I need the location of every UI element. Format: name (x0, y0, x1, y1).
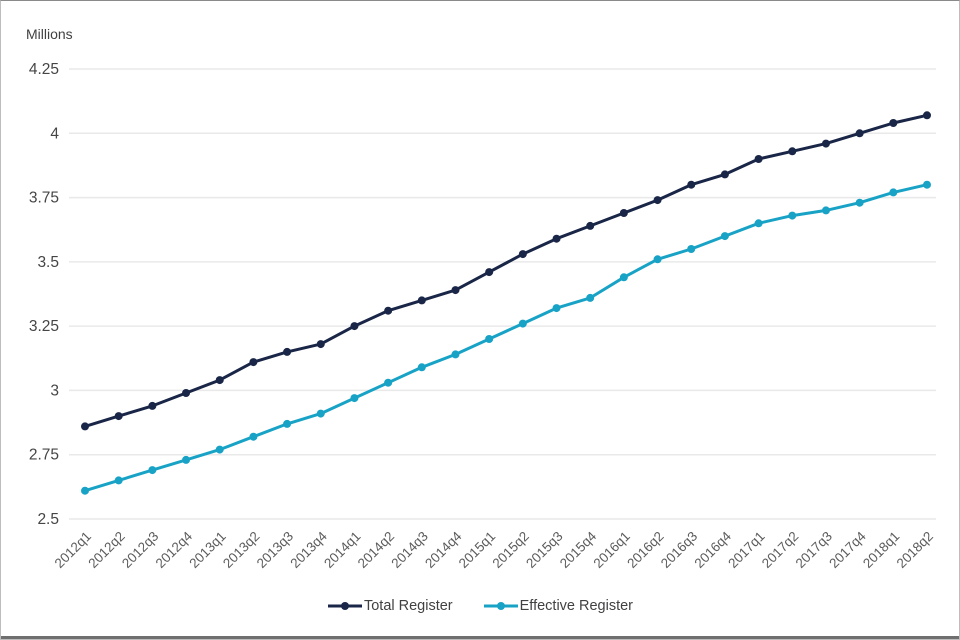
data-point-total-register-2018q2 (923, 111, 931, 120)
x-tick-label: 2016q1 (591, 529, 633, 571)
chart-legend: Total Register Effective Register (1, 598, 959, 614)
x-tick-label: 2014q1 (321, 529, 363, 571)
data-point-effective-register-2015q3 (552, 304, 561, 313)
data-point-effective-register-2015q4 (586, 293, 595, 302)
data-point-total-register-2017q3 (821, 139, 830, 148)
y-tick-label: 4 (50, 125, 59, 142)
data-point-effective-register-2013q3 (283, 419, 292, 428)
data-point-total-register-2012q1 (81, 422, 89, 431)
y-tick-label: 3 (50, 382, 59, 399)
data-point-effective-register-2016q2 (653, 255, 662, 264)
data-point-total-register-2012q2 (114, 412, 123, 421)
x-tick-label: 2012q3 (119, 529, 161, 571)
legend-label-effective-register: Effective Register (519, 598, 634, 614)
data-point-total-register-2014q1 (350, 322, 359, 331)
data-point-effective-register-2018q2 (923, 180, 931, 189)
x-tick-label: 2016q4 (692, 528, 735, 571)
data-point-total-register-2016q2 (653, 196, 662, 205)
data-point-effective-register-2013q1 (215, 445, 224, 454)
data-point-effective-register-2013q4 (316, 409, 325, 418)
x-tick-label: 2014q2 (355, 529, 397, 571)
x-tick-label: 2014q4 (422, 528, 465, 571)
data-point-total-register-2015q4 (586, 221, 595, 230)
data-point-effective-register-2012q2 (114, 476, 123, 485)
data-point-total-register-2015q3 (552, 234, 561, 243)
x-tick-label: 2018q2 (894, 529, 936, 571)
data-point-total-register-2014q2 (384, 306, 393, 315)
x-tick-label: 2013q2 (220, 529, 262, 571)
x-tick-label: 2015q3 (523, 529, 565, 571)
data-point-effective-register-2018q1 (889, 188, 898, 197)
data-point-effective-register-2012q4 (182, 455, 191, 464)
y-tick-label: 3.25 (29, 318, 59, 335)
data-point-effective-register-2014q2 (384, 378, 393, 387)
data-point-total-register-2015q1 (485, 268, 494, 277)
data-point-effective-register-2016q3 (687, 245, 696, 253)
data-point-total-register-2014q4 (451, 286, 460, 295)
data-point-total-register-2018q1 (889, 119, 898, 127)
x-tick-label: 2017q1 (725, 529, 767, 571)
data-point-effective-register-2014q4 (451, 350, 460, 359)
x-tick-label: 2015q2 (489, 529, 531, 571)
data-point-effective-register-2015q1 (485, 335, 494, 343)
series-line-total-register (83, 113, 929, 428)
y-tick-label: 4.25 (29, 61, 59, 78)
data-point-total-register-2015q2 (518, 250, 527, 259)
data-point-total-register-2017q2 (788, 147, 797, 156)
data-point-effective-register-2014q3 (417, 363, 426, 372)
data-point-total-register-2016q1 (619, 209, 628, 217)
data-point-total-register-2014q3 (417, 296, 426, 305)
x-tick-label: 2016q2 (624, 529, 666, 571)
series-line-effective-register (83, 183, 929, 493)
total-register-line-marker-icon (327, 602, 362, 610)
y-tick-label: 3.75 (29, 190, 59, 207)
legend-item-total-register: Total Register (327, 598, 453, 614)
data-point-total-register-2013q4 (316, 340, 325, 349)
register-line-chart: Millions2.52.7533.253.53.7544.252012q120… (26, 26, 936, 571)
x-tick-label: 2014q3 (388, 529, 430, 571)
data-point-total-register-2013q2 (249, 358, 258, 367)
y-tick-label: 2.5 (37, 511, 59, 528)
effective-register-line-marker-icon (483, 602, 518, 610)
data-point-effective-register-2015q2 (518, 319, 527, 328)
data-point-effective-register-2017q2 (788, 211, 797, 220)
x-tick-label: 2012q4 (153, 528, 196, 571)
y-tick-label: 3.5 (37, 254, 59, 271)
data-point-total-register-2013q1 (215, 376, 224, 385)
y-axis-unit-label: Millions (26, 26, 73, 42)
data-point-effective-register-2013q2 (249, 432, 258, 441)
data-point-effective-register-2012q3 (148, 466, 157, 475)
x-tick-label: 2017q3 (793, 529, 835, 571)
data-point-effective-register-2016q4 (720, 232, 729, 241)
data-point-effective-register-2017q1 (754, 219, 763, 228)
x-tick-label: 2017q4 (826, 528, 869, 571)
data-point-effective-register-2014q1 (350, 394, 359, 403)
legend-label-total-register: Total Register (363, 598, 453, 614)
x-tick-label: 2015q1 (456, 529, 498, 571)
data-point-total-register-2012q4 (182, 389, 191, 397)
x-tick-label: 2012q1 (52, 529, 94, 571)
data-point-total-register-2016q4 (720, 170, 729, 179)
x-tick-label: 2012q2 (85, 529, 127, 571)
y-tick-label: 2.75 (29, 447, 59, 464)
x-tick-label: 2013q4 (287, 528, 330, 571)
x-tick-label: 2015q4 (557, 528, 600, 571)
data-point-total-register-2016q3 (687, 180, 696, 189)
data-point-total-register-2017q4 (855, 129, 864, 138)
x-tick-label: 2017q2 (759, 529, 801, 571)
data-point-total-register-2013q3 (283, 347, 292, 356)
data-point-total-register-2017q1 (754, 155, 763, 163)
data-point-total-register-2012q3 (148, 401, 157, 410)
data-point-effective-register-2016q1 (619, 273, 628, 282)
legend-item-effective-register: Effective Register (483, 598, 633, 614)
x-tick-label: 2013q3 (254, 529, 296, 571)
x-tick-label: 2013q1 (186, 529, 228, 571)
data-point-effective-register-2017q4 (855, 198, 864, 207)
bottom-edge-bar (1, 636, 959, 639)
x-tick-label: 2018q1 (860, 529, 902, 571)
x-tick-label: 2016q3 (658, 529, 700, 571)
data-point-effective-register-2012q1 (81, 486, 89, 495)
data-point-effective-register-2017q3 (821, 206, 830, 215)
